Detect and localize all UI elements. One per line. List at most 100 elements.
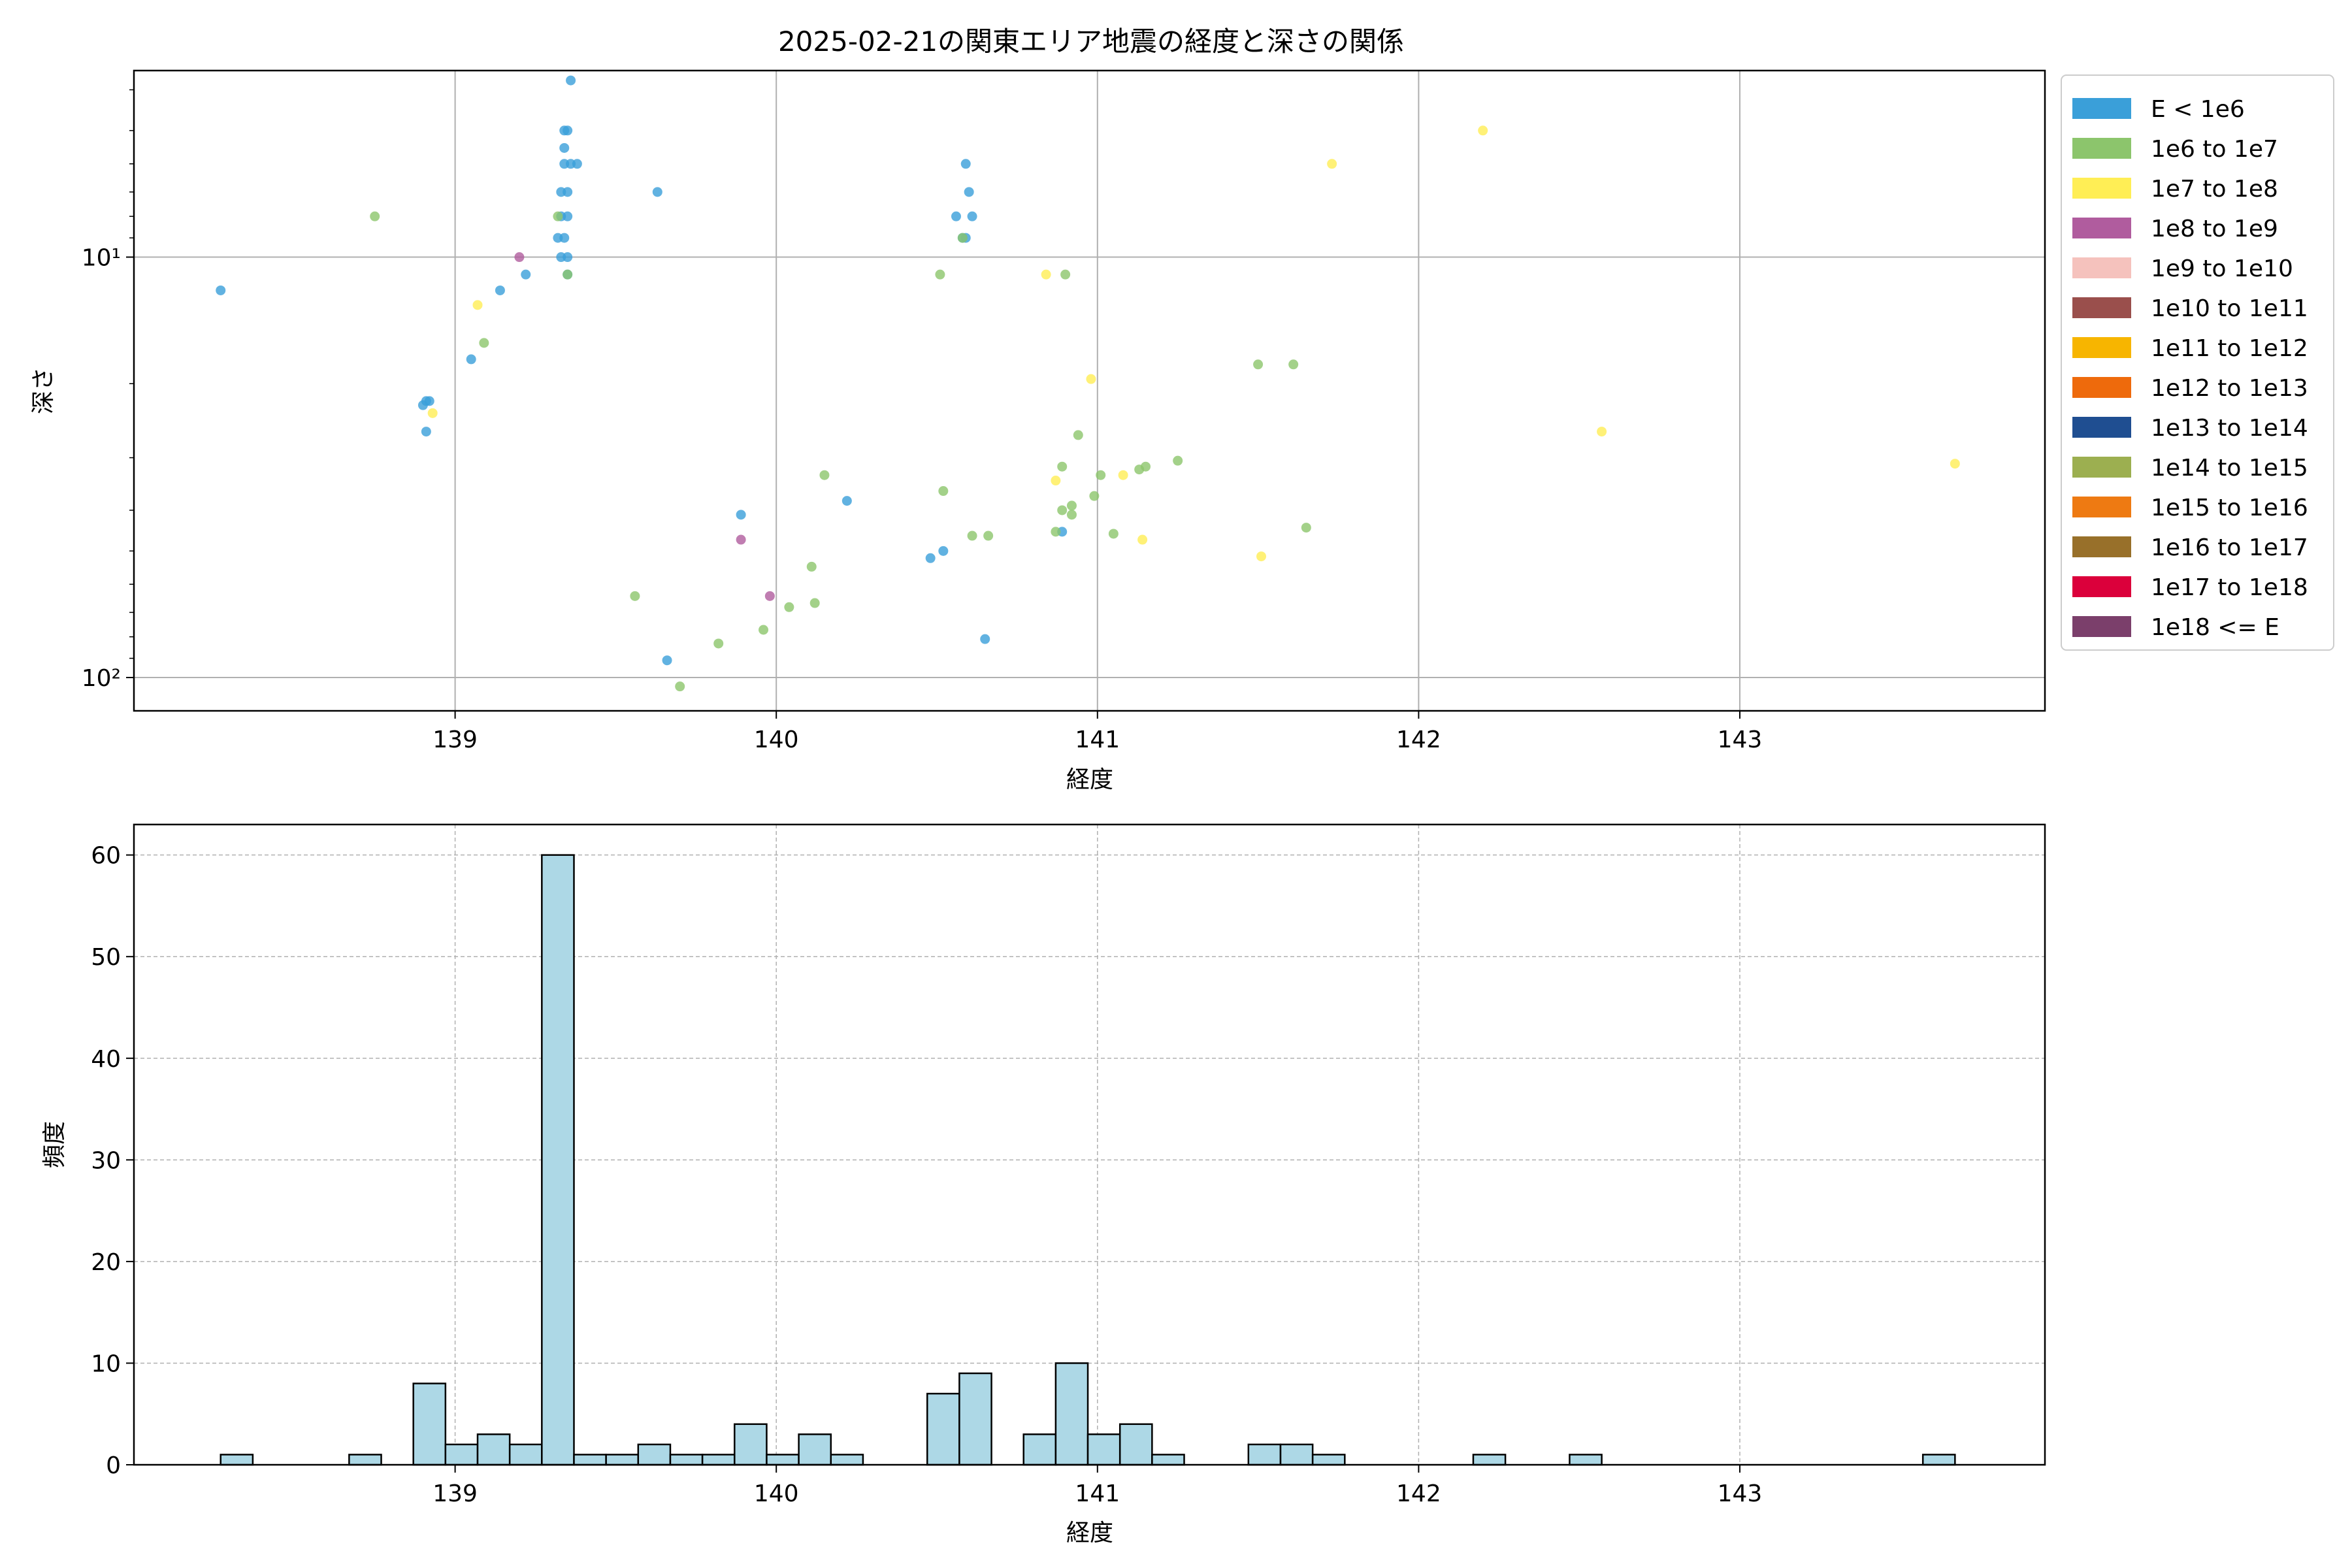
scatter-point [1066, 510, 1077, 520]
scatter-point [938, 486, 949, 497]
legend-items: E < 1e6 1e6 to 1e7 1e7 to 1e8 1e8 to 1e9 1e9… [2072, 96, 2308, 641]
histogram-bar [541, 854, 575, 1466]
scatter-x-tick-label: 143 [1718, 727, 1763, 753]
scatter-x-tick-label: 142 [1396, 727, 1441, 753]
scatter-point [784, 602, 794, 612]
scatter-point [1108, 529, 1119, 539]
legend-swatch [2072, 178, 2131, 199]
scatter-point [1301, 523, 1311, 533]
scatter-y-ticks: 10¹ 10² [82, 89, 134, 692]
legend-swatch [2072, 377, 2131, 398]
scatter-point [370, 211, 380, 221]
histogram-y-tick-label: 20 [91, 1249, 121, 1276]
scatter-point [472, 300, 483, 310]
scatter-point [960, 159, 971, 169]
scatter-point [764, 591, 775, 601]
histogram-y-ticks: 0 10 20 30 40 50 60 [91, 843, 134, 1479]
scatter-point [675, 681, 685, 692]
scatter-y-axis-label: 深さ [30, 367, 57, 414]
legend-swatch [2072, 257, 2131, 278]
scatter-point [514, 252, 525, 263]
scatter-point [1256, 551, 1267, 562]
histogram-bar [1086, 1433, 1121, 1466]
legend-swatch [2072, 497, 2131, 517]
scatter-point [967, 531, 977, 541]
histogram-bar [476, 1433, 511, 1466]
histogram-x-tick-label: 140 [754, 1480, 799, 1507]
scatter-point [1288, 359, 1299, 370]
legend-swatch [2072, 297, 2131, 318]
scatter-point [819, 470, 830, 480]
scatter-point [957, 233, 968, 243]
histogram-bar [412, 1382, 447, 1466]
legend-swatch [2072, 616, 2131, 637]
scatter-point [662, 655, 672, 666]
histogram-bar [1119, 1423, 1153, 1466]
histogram-x-tick-label: 142 [1396, 1480, 1441, 1507]
histogram-bar [830, 1454, 864, 1466]
scatter-point [417, 400, 428, 410]
scatter-point [1118, 470, 1128, 480]
legend-label: 1e11 to 1e12 [2151, 335, 2308, 362]
scatter-point [566, 75, 576, 86]
histogram-bar [1247, 1443, 1282, 1466]
scatter-point [938, 546, 949, 556]
scatter-point [1073, 430, 1083, 440]
scatter-point [1253, 359, 1264, 370]
histogram-bar [1311, 1454, 1346, 1466]
histogram-bar [605, 1454, 640, 1466]
scatter-point [841, 496, 852, 506]
histogram-bar [1921, 1454, 1956, 1466]
scatter-point [1597, 427, 1607, 437]
scatter-plot-frame [133, 69, 2046, 712]
histogram-bar [926, 1392, 960, 1466]
legend-label: 1e14 to 1e15 [2151, 455, 2308, 482]
scatter-point [556, 252, 566, 263]
scatter-point [1066, 500, 1077, 511]
scatter-point [563, 269, 573, 280]
legend-label: 1e18 <= E [2151, 614, 2279, 641]
legend-label: 1e15 to 1e16 [2151, 495, 2308, 521]
scatter-point [980, 634, 990, 644]
legend-swatch [2072, 576, 2131, 597]
scatter-point [421, 427, 431, 437]
scatter-x-tick-label: 140 [754, 727, 799, 753]
histogram-bar [444, 1443, 479, 1466]
depth-scatter-chart: 2025-02-21の関東エリア地震の経度と深さの関係 139 140 141 142… [30, 25, 2334, 793]
scatter-point [556, 187, 566, 197]
legend-swatch [2072, 337, 2131, 358]
scatter-y-tick-label: 10² [82, 665, 121, 692]
histogram-bar [1022, 1433, 1057, 1466]
scatter-point [951, 211, 961, 221]
histogram-bar [798, 1433, 832, 1466]
histogram-bar [220, 1454, 254, 1466]
scatter-points [216, 75, 1960, 692]
legend-label: 1e10 to 1e11 [2151, 295, 2308, 322]
histogram-bar [766, 1454, 800, 1466]
histogram-x-tick-label: 141 [1075, 1480, 1120, 1507]
scatter-point [559, 142, 570, 153]
scatter-plot-area [134, 71, 2045, 711]
histogram-x-ticks: 139 140 141 142 143 [433, 1465, 1762, 1507]
histogram-bar [1151, 1454, 1185, 1466]
histogram-grid [134, 825, 2045, 1465]
scatter-point [427, 408, 438, 418]
scatter-point [1141, 461, 1151, 472]
histogram-y-tick-label: 50 [91, 944, 121, 971]
histogram-bar [734, 1423, 768, 1466]
legend-label: 1e8 to 1e9 [2151, 216, 2278, 242]
scatter-point [479, 338, 489, 348]
longitude-histogram-chart: 139 140 141 142 143 0 10 20 30 40 50 60 経度 頻度 [41, 823, 2046, 1546]
histogram-bar [573, 1454, 607, 1466]
histogram-y-tick-label: 40 [91, 1046, 121, 1073]
scatter-point [1051, 476, 1061, 486]
histogram-bar [1472, 1454, 1507, 1466]
histogram-x-tick-label: 139 [433, 1480, 478, 1507]
legend-swatch [2072, 536, 2131, 557]
legend-swatch [2072, 98, 2131, 119]
legend-swatch [2072, 138, 2131, 159]
scatter-grid [134, 71, 2045, 711]
histogram-bar [1569, 1454, 1603, 1466]
scatter-point [983, 531, 994, 541]
histogram-y-tick-label: 0 [106, 1452, 121, 1479]
